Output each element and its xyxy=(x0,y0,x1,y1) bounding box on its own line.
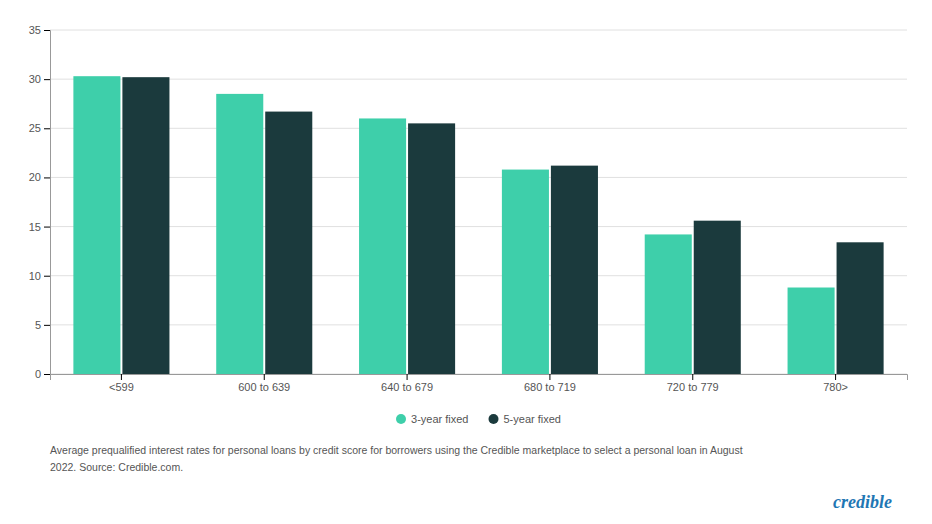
grid-line xyxy=(50,324,907,325)
legend-item: 5-year fixed xyxy=(489,413,561,425)
tick: 20 xyxy=(29,171,50,183)
tick-label: 720 to 779 xyxy=(667,381,719,393)
tick-mark xyxy=(44,30,50,31)
tick: 600 to 639 xyxy=(238,374,290,393)
tick-label: 20 xyxy=(29,171,41,183)
bar xyxy=(265,112,312,374)
tick: 720 to 779 xyxy=(667,374,719,393)
tick: <599 xyxy=(109,374,134,393)
bar-series xyxy=(73,76,834,374)
annotations: Average prequalified interest rates for … xyxy=(50,444,892,512)
legend: 3-year fixed 5-year fixed xyxy=(396,413,561,425)
tick-label: 30 xyxy=(29,73,41,85)
bar xyxy=(837,242,884,374)
tick: 10 xyxy=(29,270,50,282)
tick: 0 xyxy=(35,368,50,380)
tick-label: 780> xyxy=(823,381,848,393)
plot: 0 5 10 15 20 25 30 35 <599 600 to 639 640 to 679 68… xyxy=(29,24,908,393)
tick-mark xyxy=(121,374,122,380)
legend-label: 3-year fixed xyxy=(411,413,468,425)
bar-series xyxy=(122,77,883,374)
tick-mark xyxy=(44,177,50,178)
tick-mark xyxy=(835,374,836,380)
tick: 25 xyxy=(29,122,50,134)
tick-mark xyxy=(549,374,550,380)
tick-mark xyxy=(44,374,50,375)
y-axis: 0 5 10 15 20 25 30 35 xyxy=(29,24,51,380)
bar xyxy=(645,234,692,374)
tick: 15 xyxy=(29,221,50,233)
tick-label: 10 xyxy=(29,270,41,282)
grid-line xyxy=(50,30,907,31)
bar xyxy=(408,123,455,374)
bar xyxy=(551,166,598,374)
tick-label: 35 xyxy=(29,24,41,36)
tick: 640 to 679 xyxy=(381,374,433,393)
tick-label: 15 xyxy=(29,221,41,233)
tick-mark xyxy=(44,227,50,228)
grid-line xyxy=(50,275,907,276)
caption: 2022. Source: Credible.com. xyxy=(50,461,183,473)
tick-mark xyxy=(407,374,408,380)
bar xyxy=(359,118,406,374)
x-axis: <599 600 to 639 640 to 679 680 to 719 720 to… xyxy=(51,374,908,393)
tick-label: 5 xyxy=(35,319,41,331)
legend-marker xyxy=(489,414,499,424)
legend-label: 5-year fixed xyxy=(504,413,561,425)
tick-mark xyxy=(264,374,265,380)
grid-line xyxy=(50,226,907,227)
axis-line xyxy=(44,31,51,375)
grid xyxy=(50,30,907,374)
tick-label: 25 xyxy=(29,122,41,134)
caption: Average prequalified interest rates for … xyxy=(50,444,743,456)
tick-label: 0 xyxy=(35,368,41,380)
logo: credible xyxy=(833,492,892,512)
bar xyxy=(502,170,549,374)
grid-line xyxy=(50,79,907,80)
bar xyxy=(73,76,120,374)
tick-label: <599 xyxy=(109,381,134,393)
tick: 680 to 719 xyxy=(524,374,576,393)
tick-label: 640 to 679 xyxy=(381,381,433,393)
grid-line xyxy=(50,177,907,178)
tick: 5 xyxy=(35,319,50,331)
legend-marker xyxy=(396,414,406,424)
tick-mark xyxy=(44,276,50,277)
bar xyxy=(694,221,741,374)
axis-line xyxy=(51,375,908,381)
tick-label: 680 to 719 xyxy=(524,381,576,393)
bar xyxy=(788,288,835,374)
bar xyxy=(122,77,169,374)
tick: 30 xyxy=(29,73,50,85)
tick-mark xyxy=(44,128,50,129)
legend-item: 3-year fixed xyxy=(396,413,468,425)
grid-line xyxy=(50,128,907,129)
chart: 0 5 10 15 20 25 30 35 <599 600 to 639 640 to 679 68… xyxy=(0,0,932,524)
bars xyxy=(73,76,883,374)
tick-mark xyxy=(44,79,50,80)
tick: 35 xyxy=(29,24,50,36)
bar xyxy=(216,94,263,374)
tick-mark xyxy=(692,374,693,380)
tick-mark xyxy=(44,325,50,326)
tick: 780> xyxy=(823,374,848,393)
tick-label: 600 to 639 xyxy=(238,381,290,393)
